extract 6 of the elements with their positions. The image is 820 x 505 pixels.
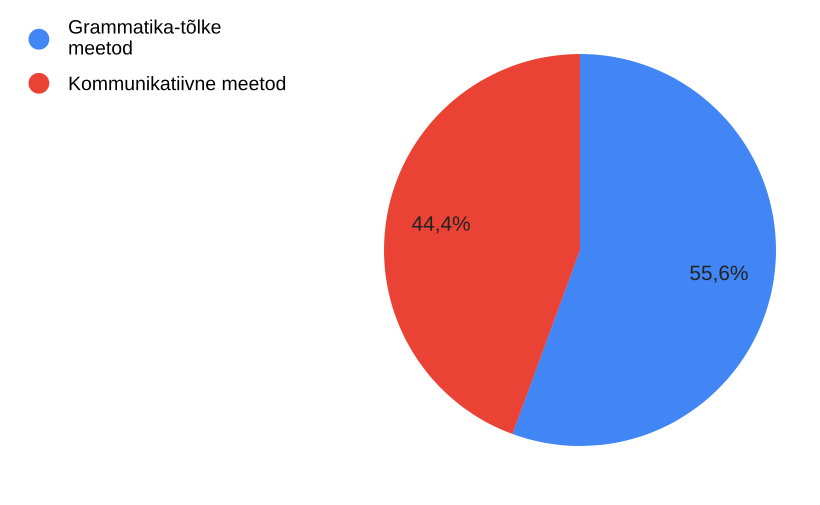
pie-slice: [512, 54, 776, 446]
legend-label: Grammatika-tõlke meetod: [69, 19, 221, 55]
data-label: 55,6%: [690, 266, 748, 283]
legend-label: Kommunikatiivne meetod: [70, 76, 286, 90]
pie-slice: [384, 54, 580, 434]
data-label: 44,4%: [412, 216, 470, 234]
